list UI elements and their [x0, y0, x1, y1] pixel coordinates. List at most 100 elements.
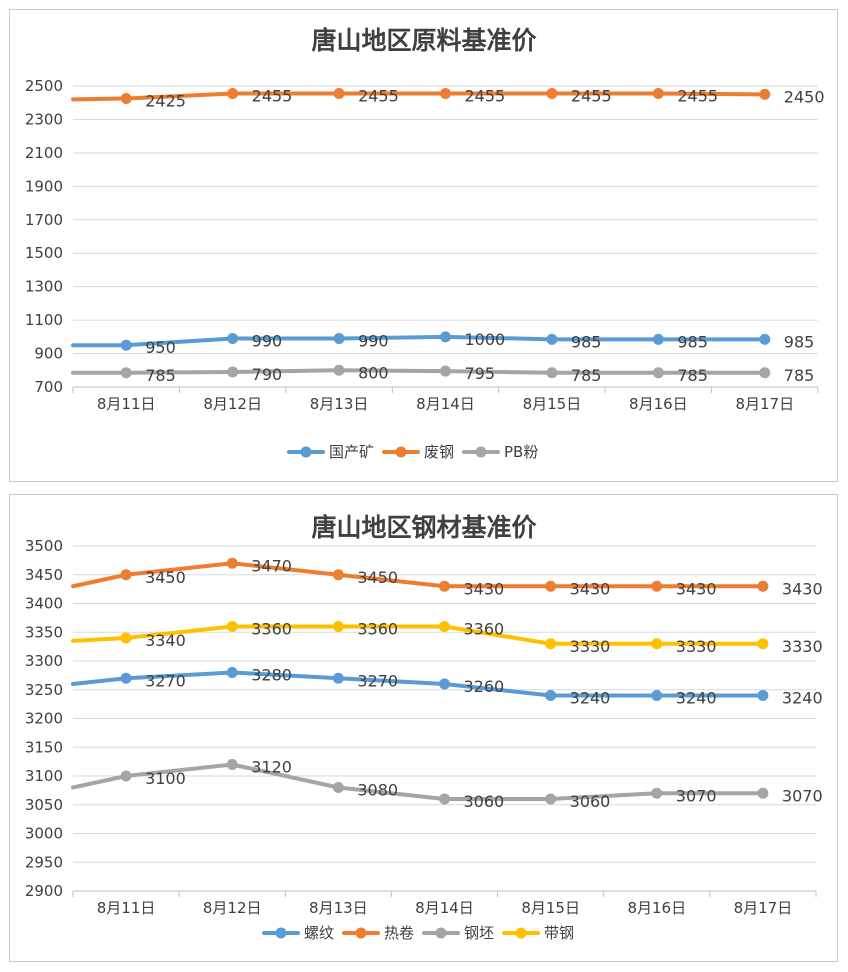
data-label: 985 — [571, 332, 602, 351]
series-line-1 — [71, 670, 765, 698]
data-point — [545, 638, 557, 650]
x-tick-label: 8月12日 — [203, 395, 262, 413]
x-tick-label: 8月15日 — [521, 899, 580, 917]
data-point — [439, 793, 450, 805]
series-line-2 — [71, 561, 765, 589]
y-tick-label: 3000 — [25, 825, 63, 843]
legend-marker — [515, 927, 527, 939]
series-line-2 — [71, 91, 767, 102]
data-label: 2455 — [465, 87, 506, 106]
legend-item: 钢坯 — [422, 924, 494, 942]
legend-marker — [395, 446, 407, 458]
y-tick-label: 3100 — [25, 767, 63, 785]
x-tick-label: 8月14日 — [415, 899, 474, 917]
legend-item: PB粉 — [462, 443, 538, 461]
data-point — [333, 88, 345, 100]
data-label: 785 — [677, 366, 708, 385]
y-tick-label: 1900 — [25, 177, 63, 195]
y-tick-label: 3450 — [25, 566, 63, 584]
legend-marker — [300, 446, 312, 458]
data-point — [652, 88, 664, 100]
data-point — [759, 88, 771, 100]
data-label: 3260 — [464, 677, 505, 696]
data-point — [651, 580, 663, 592]
legend-marker — [475, 446, 487, 458]
data-label: 2425 — [145, 92, 186, 111]
x-tick-label: 8月13日 — [309, 899, 368, 917]
data-label: 785 — [571, 366, 602, 385]
data-point — [759, 367, 771, 379]
x-tick-label: 8月17日 — [734, 899, 793, 917]
x-tick-label: 8月16日 — [629, 395, 688, 413]
data-label: 3360 — [464, 620, 505, 639]
chart-title: 唐山地区钢材基准价 — [311, 513, 537, 542]
data-point — [120, 770, 132, 782]
data-label: 3330 — [676, 637, 717, 656]
data-point — [120, 367, 132, 379]
legend-label: 带钢 — [544, 924, 574, 942]
data-label: 2455 — [571, 87, 612, 106]
series-line-4 — [71, 624, 765, 646]
legend-marker — [355, 927, 367, 939]
data-label: 3330 — [782, 637, 823, 656]
data-point — [439, 678, 450, 690]
data-point — [757, 580, 769, 592]
legend-label: 废钢 — [424, 443, 454, 461]
y-tick-label: 2900 — [25, 882, 63, 900]
data-label: 785 — [784, 366, 815, 385]
data-label: 3270 — [357, 671, 398, 690]
y-tick-label: 1700 — [25, 211, 63, 229]
data-point — [545, 580, 557, 592]
y-tick-label: 3200 — [25, 710, 63, 728]
series-line-3 — [71, 762, 765, 801]
y-tick-label: 1300 — [25, 278, 63, 296]
data-label: 3470 — [251, 556, 292, 575]
y-tick-label: 3300 — [25, 652, 63, 670]
y-tick-label: 3350 — [25, 623, 63, 641]
y-tick-label: 3500 — [25, 537, 63, 555]
y-tick-label: 2500 — [25, 77, 63, 95]
data-point — [545, 690, 557, 701]
x-tick-label: 8月15日 — [523, 395, 582, 413]
data-point — [226, 557, 238, 569]
data-label: 3240 — [676, 689, 717, 708]
data-point — [227, 88, 239, 100]
data-label: 3060 — [570, 792, 611, 811]
legend-label: PB粉 — [504, 443, 538, 461]
x-tick-label: 8月11日 — [97, 899, 156, 917]
data-point — [546, 367, 558, 379]
data-point — [440, 365, 451, 377]
data-label: 3080 — [357, 781, 398, 800]
y-tick-label: 2100 — [25, 144, 63, 162]
data-label: 3430 — [570, 579, 611, 598]
data-point — [226, 621, 238, 632]
data-point — [651, 638, 663, 650]
data-label: 3240 — [782, 689, 823, 708]
data-label: 3360 — [357, 620, 398, 639]
data-label: 3340 — [145, 631, 186, 650]
data-label: 3360 — [251, 620, 292, 639]
legend-item: 带钢 — [502, 924, 574, 942]
y-tick-label: 3250 — [25, 681, 63, 699]
legend-label: 螺纹 — [304, 924, 334, 942]
data-label: 795 — [465, 364, 496, 383]
data-point — [759, 333, 771, 345]
data-point — [226, 759, 238, 770]
data-point — [120, 93, 132, 105]
y-tick-label: 900 — [34, 345, 63, 363]
data-label: 985 — [784, 332, 815, 351]
series-line-1 — [71, 334, 767, 348]
data-point — [332, 621, 344, 632]
data-label: 3450 — [357, 568, 398, 587]
data-point — [333, 364, 345, 376]
data-point — [546, 88, 558, 100]
data-point — [652, 333, 664, 345]
y-tick-label: 2950 — [25, 853, 63, 871]
data-label: 3270 — [145, 671, 186, 690]
data-point — [120, 672, 132, 684]
data-label: 3280 — [251, 666, 292, 685]
data-label: 2450 — [784, 87, 825, 106]
data-label: 1000 — [465, 330, 506, 349]
data-point — [227, 366, 239, 378]
raw-material-chart-panel: 唐山地区原料基准价 700 900 1100 1300 1500 1700 1900 2100 2… — [9, 9, 838, 482]
